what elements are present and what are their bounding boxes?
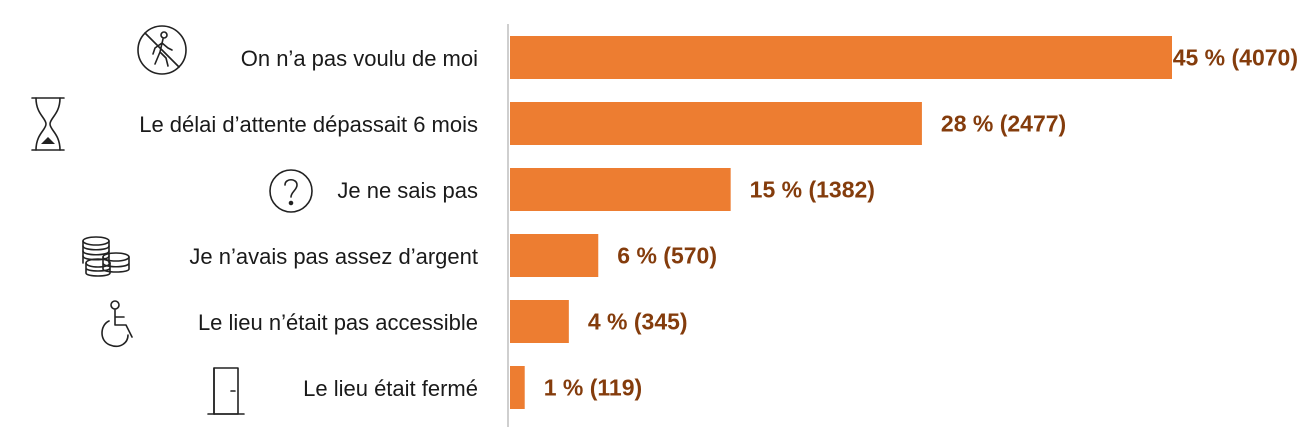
bar-5 bbox=[510, 366, 525, 409]
hourglass-icon bbox=[31, 97, 65, 151]
value-label-3: 6 % (570) bbox=[617, 243, 717, 269]
bar-1 bbox=[510, 102, 922, 145]
question-mark-icon bbox=[269, 169, 313, 213]
category-label-0: On n’a pas voulu de moi bbox=[241, 46, 478, 71]
value-label-1: 28 % (2477) bbox=[941, 111, 1066, 137]
wheelchair-icon bbox=[101, 300, 133, 348]
category-label-4: Le lieu n’était pas accessible bbox=[198, 310, 478, 335]
value-label-5: 1 % (119) bbox=[544, 375, 642, 401]
bar-3 bbox=[510, 234, 599, 277]
bar-4 bbox=[510, 300, 569, 343]
category-label-2: Je ne sais pas bbox=[337, 178, 478, 203]
closed-door-icon bbox=[207, 367, 245, 415]
value-label-2: 15 % (1382) bbox=[750, 177, 875, 203]
value-label-0: 45 % (4070) bbox=[1173, 45, 1298, 71]
no-walking-icon bbox=[137, 25, 187, 75]
bar-0 bbox=[510, 36, 1172, 79]
value-label-4: 4 % (345) bbox=[588, 309, 688, 335]
coins-icon bbox=[82, 236, 130, 277]
category-label-3: Je n’avais pas assez d’argent bbox=[189, 244, 478, 269]
bar-2 bbox=[510, 168, 731, 211]
category-label-5: Le lieu était fermé bbox=[303, 376, 478, 401]
category-label-1: Le délai d’attente dépassait 6 mois bbox=[139, 112, 478, 137]
